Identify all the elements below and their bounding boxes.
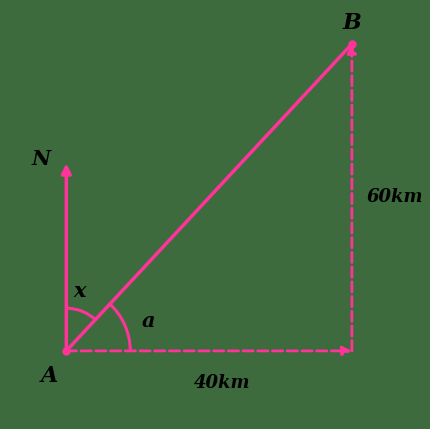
Text: 40km: 40km <box>193 374 249 392</box>
Text: a: a <box>141 311 155 331</box>
Text: x: x <box>73 281 86 301</box>
Text: 60km: 60km <box>366 188 422 206</box>
Text: N: N <box>31 149 50 169</box>
Text: B: B <box>342 12 360 34</box>
Text: A: A <box>40 366 58 387</box>
